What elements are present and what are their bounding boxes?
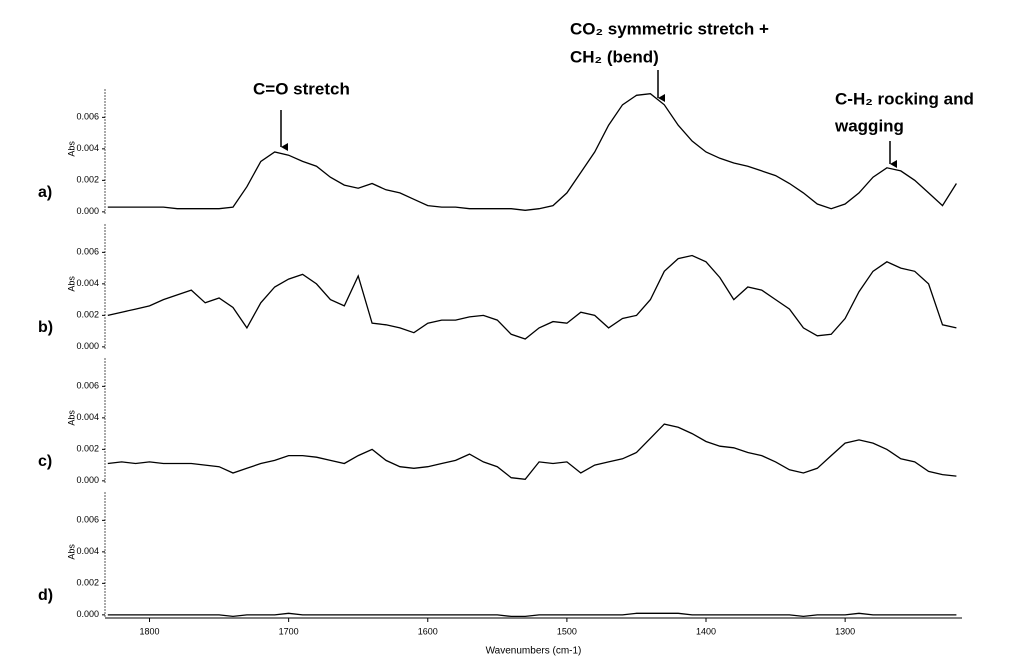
x-tick-label: 1700 bbox=[279, 626, 299, 636]
spectrum-line bbox=[107, 423, 957, 480]
y-tick-label: 0.002 bbox=[76, 578, 99, 588]
y-tick-label: 0.000 bbox=[76, 609, 99, 619]
y-tick-label: 0.000 bbox=[76, 475, 99, 485]
spectrum-line bbox=[107, 254, 957, 340]
panel-label: a) bbox=[38, 184, 52, 201]
annotation: CO₂ symmetric stretch + bbox=[570, 19, 769, 38]
x-tick-label: 1500 bbox=[557, 626, 577, 636]
spectrum-line bbox=[107, 93, 957, 211]
x-tick-label: 1400 bbox=[696, 626, 716, 636]
y-axis-label: Abs bbox=[66, 141, 76, 157]
y-tick-label: 0.006 bbox=[76, 112, 99, 122]
x-tick-label: 1600 bbox=[418, 626, 438, 636]
y-axis-label: Abs bbox=[66, 544, 76, 560]
y-tick-label: 0.004 bbox=[76, 546, 99, 556]
y-tick-label: 0.006 bbox=[76, 515, 99, 525]
y-tick-label: 0.004 bbox=[76, 412, 99, 422]
x-tick-label: 1300 bbox=[835, 626, 855, 636]
y-tick-label: 0.002 bbox=[76, 444, 99, 454]
panel-label: b) bbox=[38, 319, 53, 336]
y-tick-label: 0.002 bbox=[76, 310, 99, 320]
y-tick-label: 0.000 bbox=[76, 206, 99, 216]
x-tick-label: 1800 bbox=[140, 626, 160, 636]
y-tick-label: 0.006 bbox=[76, 247, 99, 257]
y-tick-label: 0.004 bbox=[76, 278, 99, 288]
panel-label: d) bbox=[38, 587, 53, 604]
annotation: C-H₂ rocking and bbox=[835, 89, 974, 108]
annotation: C=O stretch bbox=[253, 79, 350, 98]
y-axis-label: Abs bbox=[66, 410, 76, 426]
panel-label: c) bbox=[38, 453, 52, 470]
y-axis-label: Abs bbox=[66, 276, 76, 292]
y-tick-label: 0.000 bbox=[76, 341, 99, 351]
annotation: wagging bbox=[834, 116, 904, 135]
spectrum-line bbox=[107, 612, 957, 618]
y-tick-label: 0.004 bbox=[76, 143, 99, 153]
annotation: CH₂ (bend) bbox=[570, 47, 659, 66]
x-axis-label: Wavenumbers (cm-1) bbox=[486, 646, 582, 657]
y-tick-label: 0.002 bbox=[76, 175, 99, 185]
y-tick-label: 0.006 bbox=[76, 381, 99, 391]
